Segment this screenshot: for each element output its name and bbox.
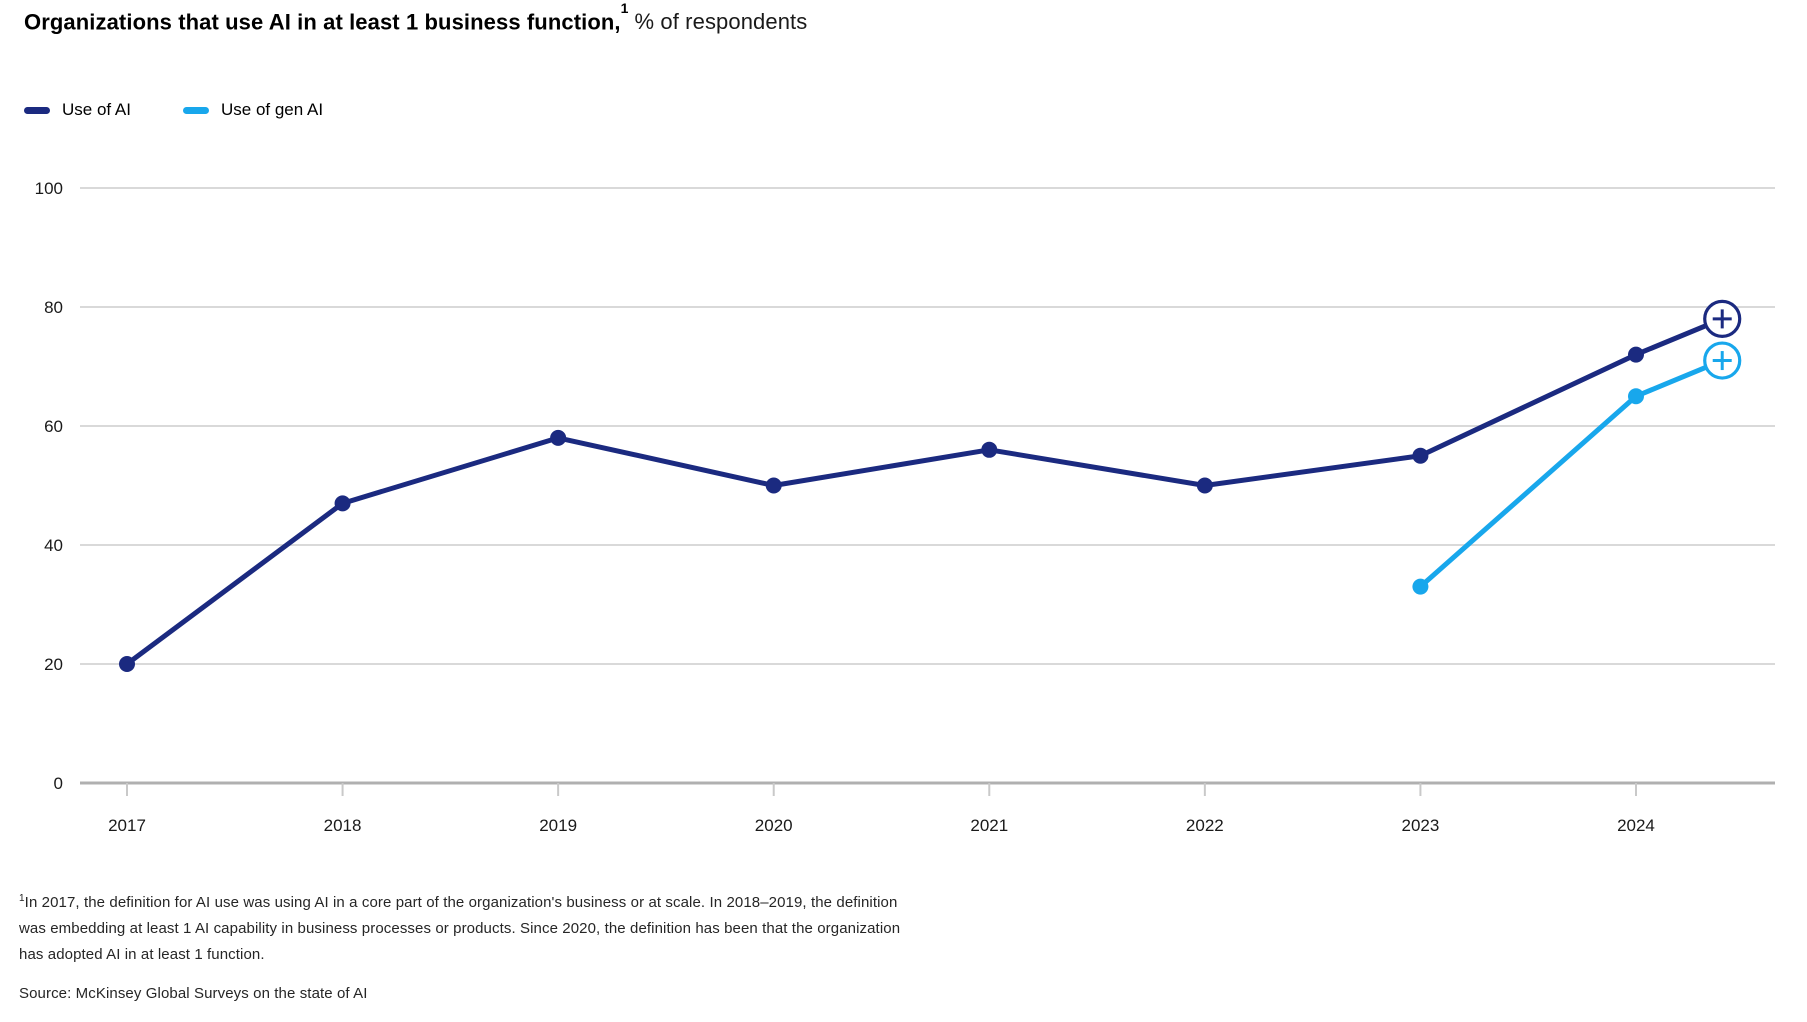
x-axis-tick-label: 2023	[1402, 816, 1440, 835]
chart-title-main: Organizations that use AI in at least 1 …	[24, 9, 621, 35]
legend-item-use-of-ai: Use of AI	[24, 100, 131, 120]
data-point-use-of-ai	[1196, 477, 1213, 494]
x-axis-tick-label: 2022	[1186, 816, 1224, 835]
data-point-use-of-ai	[550, 429, 567, 446]
data-point-use-of-ai	[1627, 346, 1644, 363]
data-point-use-of-gen-ai	[1627, 388, 1644, 405]
x-axis-tick-label: 2020	[755, 816, 793, 835]
legend-swatch-use-of-ai	[24, 106, 50, 114]
footnote-line: has adopted AI in at least 1 function.	[19, 946, 265, 963]
plus-circle-marker-use-of-ai[interactable]	[1703, 299, 1742, 338]
y-axis-tick-label: 80	[44, 298, 63, 317]
y-axis-tick-label: 20	[44, 655, 63, 674]
y-axis-tick-label: 0	[54, 774, 63, 793]
x-axis-tick-label: 2019	[539, 816, 577, 835]
legend-label-use-of-gen-ai: Use of gen AI	[220, 100, 324, 119]
legend-item-use-of-gen-ai: Use of gen AI	[182, 100, 324, 120]
footnote: 1In 2017, the definition for AI use was …	[19, 886, 900, 968]
y-axis-tick-label: 40	[44, 536, 63, 555]
data-point-use-of-gen-ai	[1412, 578, 1429, 595]
series-line-use-of-gen-ai	[1417, 358, 1725, 590]
chart-title-unit: % of respondents	[634, 9, 808, 35]
x-axis-tick-label: 2024	[1617, 816, 1655, 835]
chart-title: Organizations that use AI in at least 1 …	[24, 0, 808, 35]
footnote-line: 1In 2017, the definition for AI use was …	[19, 893, 898, 911]
plus-circle-marker-use-of-gen-ai[interactable]	[1703, 341, 1742, 380]
data-point-use-of-ai	[334, 495, 351, 512]
data-point-use-of-ai	[765, 477, 782, 494]
legend-swatch-use-of-gen-ai	[182, 106, 209, 114]
x-axis-tick-label: 2018	[324, 816, 362, 835]
series-line-use-of-ai	[124, 316, 1725, 667]
line-chart: 0 20 40 60 80 100 2017 2018 2019 2020 2021 2022 2023…	[35, 179, 1775, 835]
data-point-use-of-ai	[981, 441, 998, 458]
legend-label-use-of-ai: Use of AI	[62, 100, 131, 119]
source-line: Source: McKinsey Global Surveys on the s…	[19, 985, 368, 1002]
data-point-use-of-ai	[119, 656, 135, 672]
y-axis-tick-label: 100	[35, 179, 63, 198]
legend: Use of AI Use of gen AI	[24, 100, 323, 120]
x-axis-tick-label: 2017	[108, 816, 146, 835]
data-point-use-of-ai	[1412, 447, 1429, 464]
x-axis-tick-label: 2021	[970, 816, 1008, 835]
footnote-line: was embedding at least 1 AI capability i…	[19, 920, 901, 937]
y-axis-tick-label: 60	[44, 417, 63, 436]
footnote-superscript: 1	[19, 893, 25, 904]
footnote-marker-superscript: 1	[620, 0, 629, 16]
